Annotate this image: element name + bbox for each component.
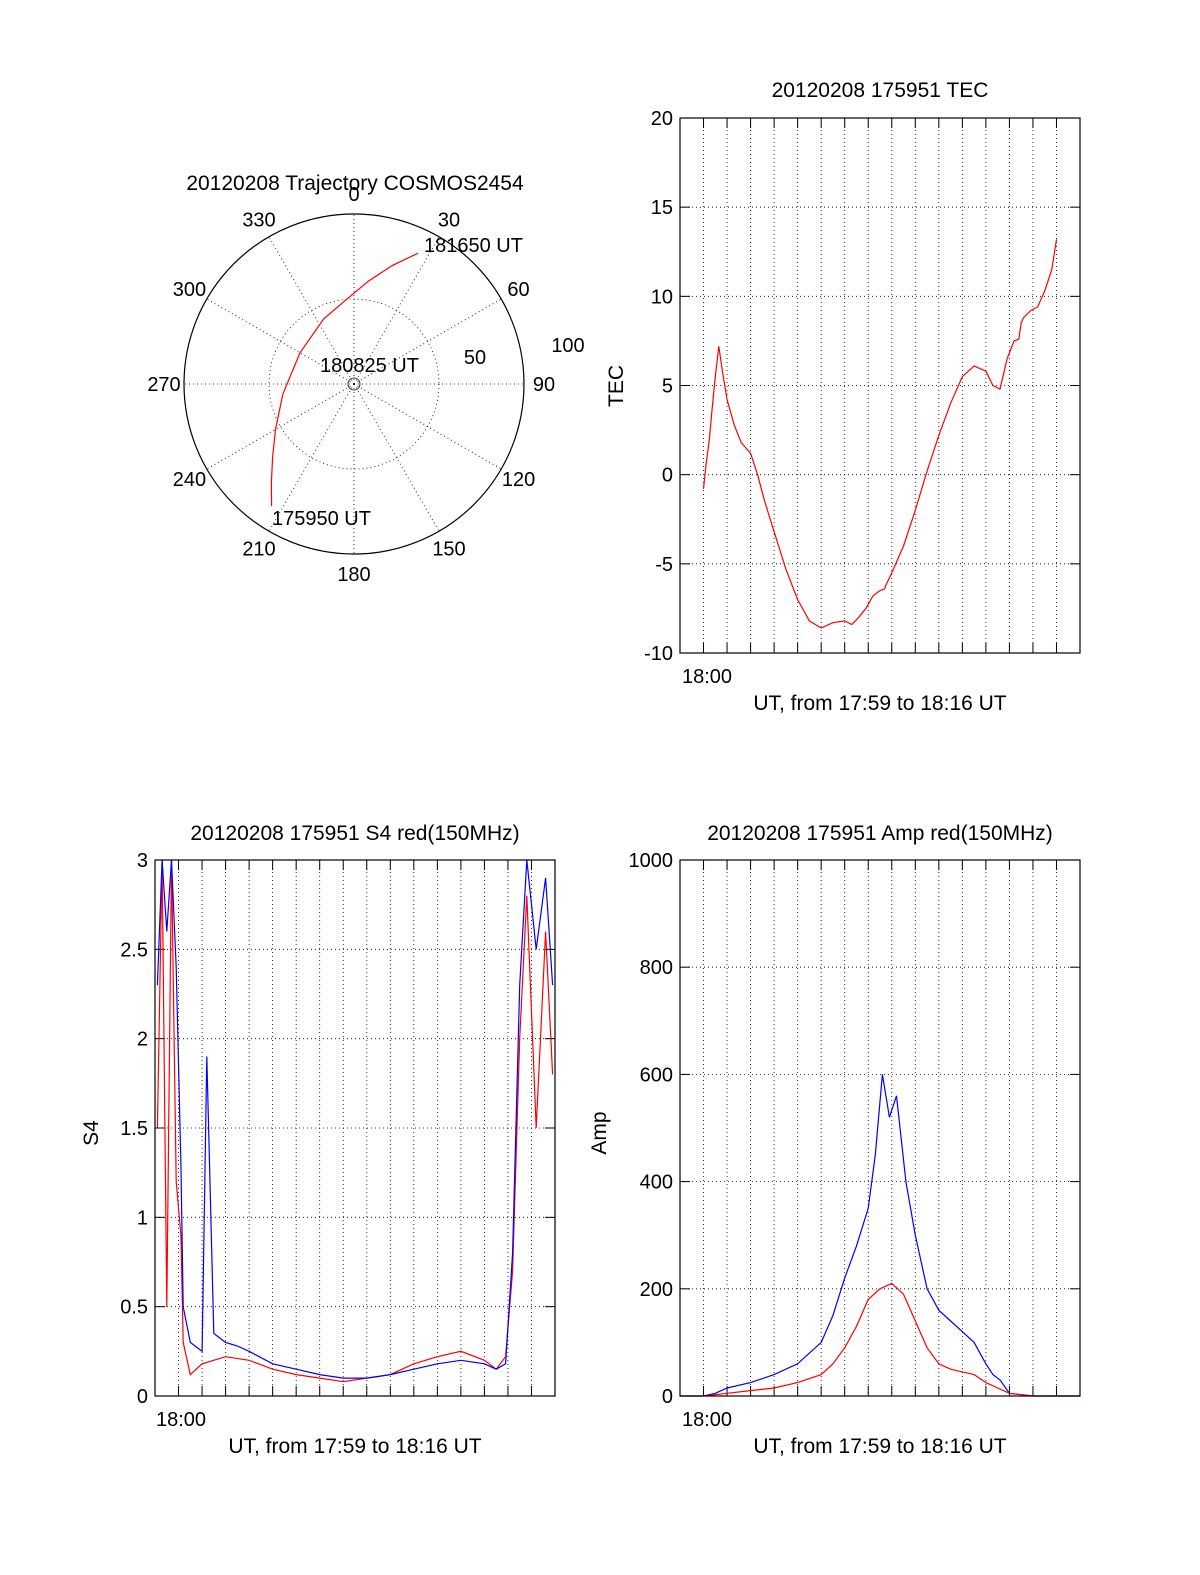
polar-azimuth-label: 90 xyxy=(533,374,555,396)
s4-blue-series-line xyxy=(156,859,554,1379)
polar-radial-label-100: 100 xyxy=(551,335,584,357)
amp-panel: 20120208 175951 Amp red(150MHz) 0 200 400 6… xyxy=(588,822,1081,1458)
polar-spoke xyxy=(353,298,502,385)
polar-azimuth-label: 150 xyxy=(432,539,465,561)
y-tick-label: 1000 xyxy=(629,850,674,872)
s4-x-tick-label: 18:00 xyxy=(156,1409,206,1431)
polar-spoke xyxy=(353,383,440,532)
polar-azimuth-label: 210 xyxy=(242,539,275,561)
tec-frame xyxy=(679,117,1081,654)
y-tick-label: -10 xyxy=(644,643,673,665)
y-tick-label: 20 xyxy=(651,108,673,130)
polar-panel: 20120208 Trajectory COSMOS2454 0 30 60 90 12… xyxy=(147,172,584,586)
amp-blue-series-line xyxy=(680,1074,1080,1397)
y-tick-label: 10 xyxy=(651,286,673,308)
tec-y-tick-labels: -10 -5 0 5 10 15 20 xyxy=(644,108,673,665)
tec-x-axis-label: UT, from 17:59 to 18:16 UT xyxy=(753,692,1006,715)
y-tick-label: 2 xyxy=(137,1029,148,1051)
tec-series-line xyxy=(702,239,1058,629)
y-tick-label: -5 xyxy=(655,554,673,576)
s4-panel: 20120208 175951 S4 red(150MHz) 0 0.5 1 1.5 2… xyxy=(80,822,556,1458)
y-tick-label: 0.5 xyxy=(120,1297,148,1319)
y-tick-label: 1.5 xyxy=(120,1118,148,1140)
amp-x-axis-label: UT, from 17:59 to 18:16 UT xyxy=(753,1435,1006,1458)
polar-grid xyxy=(183,213,525,555)
s4-title: 20120208 175951 S4 red(150MHz) xyxy=(190,822,519,845)
amp-red-series-line xyxy=(680,1282,1080,1397)
polar-spoke xyxy=(206,298,355,385)
s4-frame xyxy=(154,859,556,1397)
y-tick-label: 0 xyxy=(662,1386,673,1408)
polar-annotation-start: 175950 UT xyxy=(272,508,371,530)
amp-y-axis-label: Amp xyxy=(588,1111,611,1154)
y-tick-label: 800 xyxy=(640,957,673,979)
polar-azimuth-label: 270 xyxy=(147,374,180,396)
polar-outer-circle xyxy=(183,213,525,555)
amp-title: 20120208 175951 Amp red(150MHz) xyxy=(707,822,1053,845)
s4-grid xyxy=(155,859,555,1397)
y-tick-label: 5 xyxy=(662,376,673,398)
y-tick-label: 600 xyxy=(640,1064,673,1086)
polar-annotation-mid: 180825 UT xyxy=(320,355,419,377)
polar-azimuth-label: 240 xyxy=(173,469,206,491)
polar-spoke xyxy=(268,383,355,532)
s4-x-axis-label: UT, from 17:59 to 18:16 UT xyxy=(228,1435,481,1458)
polar-title: 20120208 Trajectory COSMOS2454 xyxy=(186,172,524,195)
polar-center-mark xyxy=(347,377,361,391)
polar-spoke xyxy=(353,236,440,385)
polar-azimuth-label: 30 xyxy=(438,209,460,231)
y-tick-label: 200 xyxy=(640,1279,673,1301)
polar-azimuth-label: 180 xyxy=(337,564,370,586)
y-tick-label: 3 xyxy=(137,850,148,872)
polar-annotation-end: 181650 UT xyxy=(424,235,523,257)
polar-spoke xyxy=(353,383,502,470)
y-tick-label: 400 xyxy=(640,1172,673,1194)
s4-y-axis-label: S4 xyxy=(80,1120,103,1146)
s4-y-tick-labels: 0 0.5 1 1.5 2 2.5 3 xyxy=(120,850,148,1408)
polar-azimuth-label: 330 xyxy=(242,209,275,231)
polar-trajectory-line xyxy=(270,252,419,507)
amp-x-tick-label: 18:00 xyxy=(682,1409,732,1431)
amp-y-tick-labels: 0 200 400 600 800 1000 xyxy=(629,850,674,1408)
polar-azimuth-labels: 0 30 60 90 120 150 180 210 240 270 300 330 xyxy=(147,184,555,586)
polar-radial-label-50: 50 xyxy=(464,347,486,369)
polar-spoke xyxy=(206,383,355,470)
s4-red-series-line xyxy=(156,859,554,1383)
y-tick-label: 1 xyxy=(137,1207,148,1229)
tec-x-tick-label: 18:00 xyxy=(682,666,732,688)
tec-y-axis-label: TEC xyxy=(605,365,628,407)
tec-title: 20120208 175951 TEC xyxy=(772,79,989,102)
polar-azimuth-label: 60 xyxy=(507,279,529,301)
polar-azimuth-label: 300 xyxy=(173,279,206,301)
y-tick-label: 0 xyxy=(662,465,673,487)
y-tick-label: 2.5 xyxy=(120,939,148,961)
polar-azimuth-label: 120 xyxy=(502,469,535,491)
polar-spoke xyxy=(268,236,355,385)
y-tick-label: 15 xyxy=(651,197,673,219)
polar-azimuth-label: 0 xyxy=(348,184,359,206)
amp-frame xyxy=(679,859,1081,1397)
y-tick-label: 0 xyxy=(137,1386,148,1408)
